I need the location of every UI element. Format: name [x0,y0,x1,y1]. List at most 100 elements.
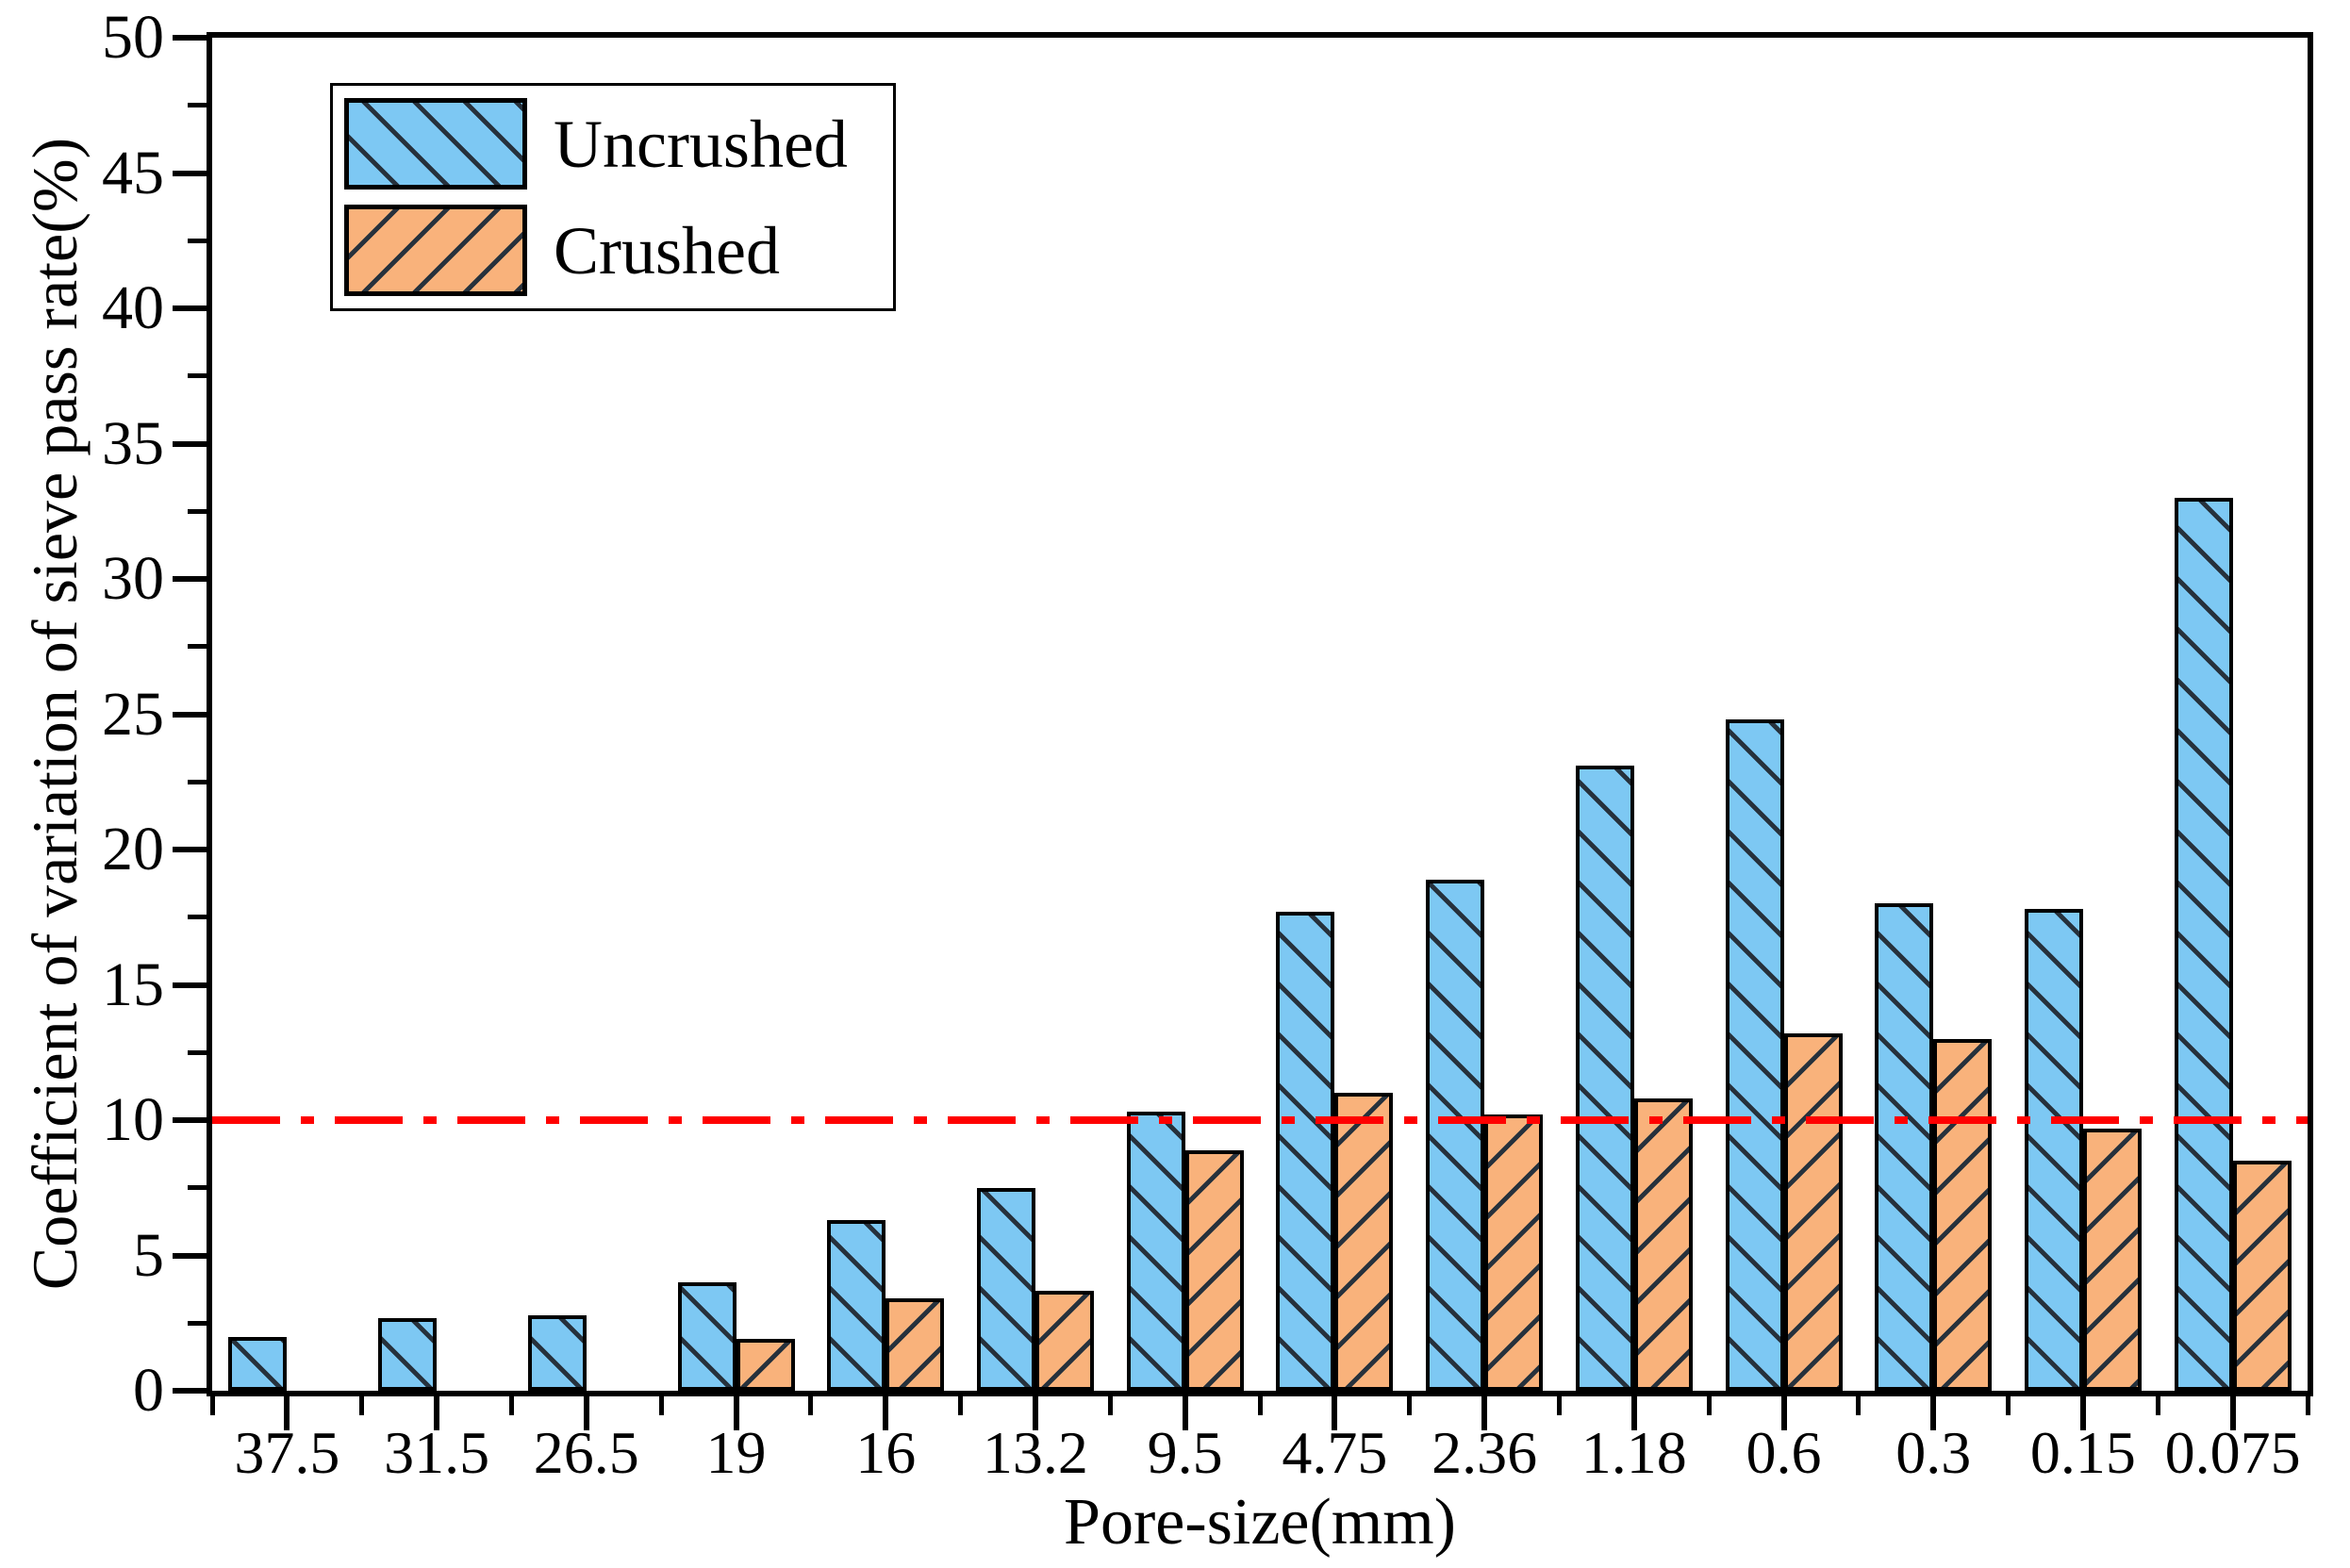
y-minor-tick-27.5 [188,644,207,650]
y-major-tick-0 [173,1388,207,1394]
x-minor-tick-0 [209,1396,215,1415]
x-tick-label-1.18: 1.18 [1580,1419,1687,1486]
x-axis-title: Pore-size(mm) [1064,1486,1456,1559]
legend-label-crushed: Crushed [554,212,780,289]
x-major-tick-16 [883,1396,889,1430]
y-major-tick-10 [173,1117,207,1123]
x-tick-label-0.6: 0.6 [1746,1419,1822,1486]
x-tick-label-4.75: 4.75 [1282,1419,1388,1486]
x-minor-tick-7 [1257,1396,1263,1415]
bar-uncrushed-19 [677,1282,736,1391]
bar-crushed-2.36 [1484,1114,1544,1391]
legend-item-uncrushed: Uncrushed [344,98,884,190]
y-tick-label-45: 45 [102,138,164,207]
y-tick-label-10: 10 [102,1085,164,1154]
bar-uncrushed-0.15 [2024,909,2083,1391]
x-major-tick-2.36 [1481,1396,1488,1430]
bar-crushed-1.18 [1633,1098,1693,1391]
y-tick-label-30: 30 [102,544,164,613]
y-minor-tick-12.5 [188,1049,207,1055]
x-tick-label-16: 16 [855,1419,917,1486]
x-major-tick-19 [733,1396,739,1430]
bar-crushed-9.5 [1184,1149,1244,1391]
x-minor-tick-5 [958,1396,964,1415]
y-tick-label-20: 20 [102,815,164,883]
x-minor-tick-11 [1856,1396,1862,1415]
bar-uncrushed-26.5 [527,1314,587,1391]
bar-crushed-0.3 [1933,1038,1993,1391]
x-minor-tick-3 [658,1396,664,1415]
x-major-tick-0.6 [1780,1396,1787,1430]
x-major-tick-31.5 [434,1396,440,1430]
bar-crushed-19 [736,1339,795,1391]
x-major-tick-4.75 [1332,1396,1338,1430]
legend-item-crushed: Crushed [344,205,884,296]
x-major-tick-13.2 [1032,1396,1038,1430]
y-minor-tick-22.5 [188,779,207,784]
y-major-tick-5 [173,1252,207,1259]
y-minor-tick-47.5 [188,103,207,108]
x-minor-tick-2 [508,1396,514,1415]
bar-crushed-0.075 [2232,1161,2292,1391]
legend-label-uncrushed: Uncrushed [554,106,848,182]
x-tick-label-0.15: 0.15 [2029,1419,2136,1486]
y-major-tick-30 [173,576,207,582]
bar-crushed-4.75 [1334,1093,1394,1391]
x-minor-tick-9 [1556,1396,1562,1415]
legend: Uncrushed Crushed [330,83,896,311]
crushed-swatch-icon [344,205,527,296]
x-minor-tick-10 [1706,1396,1712,1415]
y-tick-label-25: 25 [102,679,164,749]
bar-uncrushed-1.18 [1575,766,1634,1391]
x-tick-label-19: 19 [705,1419,767,1486]
x-minor-tick-8 [1407,1396,1413,1415]
x-major-tick-37.5 [284,1396,290,1430]
y-minor-tick-7.5 [188,1185,207,1191]
x-minor-tick-6 [1107,1396,1113,1415]
bar-uncrushed-37.5 [228,1336,288,1391]
y-tick-label-15: 15 [102,949,164,1019]
x-tick-label-0.075: 0.075 [2164,1419,2301,1486]
y-minor-tick-32.5 [188,508,207,514]
x-minor-tick-13 [2155,1396,2160,1415]
y-tick-label-0: 0 [133,1356,164,1425]
x-tick-label-26.5: 26.5 [533,1419,639,1486]
bar-uncrushed-31.5 [378,1317,438,1391]
x-minor-tick-12 [2006,1396,2011,1415]
bar-uncrushed-0.6 [1725,719,1784,1391]
bar-uncrushed-9.5 [1126,1112,1185,1391]
x-major-tick-0.3 [1930,1396,1937,1430]
y-major-tick-40 [173,305,207,311]
plot-area-frame [207,32,2313,1396]
bar-crushed-0.6 [1783,1033,1843,1391]
x-minor-tick-1 [359,1396,365,1415]
y-major-tick-25 [173,711,207,718]
x-tick-label-13.2: 13.2 [982,1419,1088,1486]
x-tick-label-9.5: 9.5 [1147,1419,1223,1486]
y-major-tick-15 [173,982,207,988]
y-major-tick-50 [173,35,207,41]
y-tick-label-40: 40 [102,273,164,342]
x-major-tick-26.5 [583,1396,589,1430]
y-tick-label-5: 5 [133,1220,164,1290]
bar-uncrushed-0.075 [2174,497,2233,1391]
bar-uncrushed-13.2 [976,1187,1035,1391]
y-minor-tick-17.5 [188,915,207,920]
y-minor-tick-2.5 [188,1320,207,1326]
bar-uncrushed-0.3 [1875,903,1934,1391]
y-tick-label-50: 50 [102,3,164,72]
uncrushed-swatch-icon [344,98,527,190]
bar-crushed-13.2 [1034,1290,1094,1391]
x-major-tick-9.5 [1182,1396,1188,1430]
x-major-tick-0.075 [2229,1396,2236,1430]
y-minor-tick-42.5 [188,238,207,243]
x-tick-label-31.5: 31.5 [384,1419,490,1486]
y-axis-title: Coefficient of variation of sieve pass r… [19,137,91,1291]
bar-uncrushed-2.36 [1426,879,1485,1391]
x-minor-tick-4 [808,1396,814,1415]
reference-line-10pct [212,1116,2308,1124]
x-major-tick-1.18 [1630,1396,1637,1430]
x-tick-label-2.36: 2.36 [1432,1419,1538,1486]
y-major-tick-35 [173,440,207,447]
